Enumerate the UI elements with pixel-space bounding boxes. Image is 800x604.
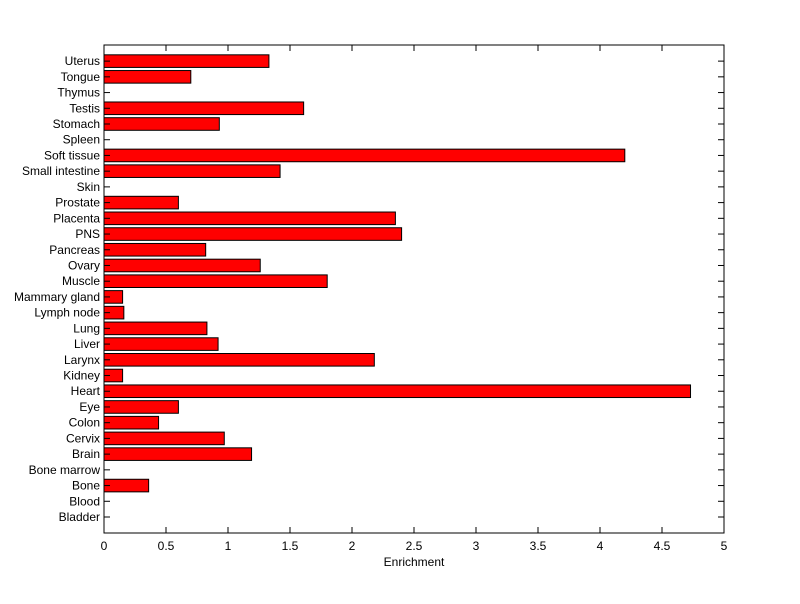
y-tick-label-thymus: Thymus: [57, 86, 100, 100]
y-tick-label-brain: Brain: [72, 447, 100, 461]
x-tick-label-4: 2: [349, 539, 356, 553]
y-tick-label-bone-marrow: Bone marrow: [29, 463, 101, 477]
y-tick-label-blood: Blood: [69, 494, 100, 508]
y-tick-label-liver: Liver: [74, 337, 100, 351]
bar-pancreas: [103, 242, 207, 257]
bar-brain: [103, 447, 253, 461]
x-tick-label-8: 4: [597, 539, 604, 553]
y-tick-label-bladder: Bladder: [59, 510, 100, 524]
y-tick-label-pns: PNS: [75, 227, 100, 241]
y-tick-label-larynx: Larynx: [64, 353, 100, 367]
bar-heart: [103, 384, 692, 399]
bar-liver: [103, 337, 219, 351]
bar-small-intestine: [103, 164, 281, 178]
x-tick-label-1: 0.5: [158, 539, 175, 553]
y-tick-label-tongue: Tongue: [61, 70, 101, 84]
bar-testis: [103, 101, 305, 116]
y-tick-label-stomach: Stomach: [53, 117, 100, 131]
y-tick-label-small-intestine: Small intestine: [22, 164, 100, 178]
x-tick-label-7: 3.5: [530, 539, 547, 553]
bar-colon: [103, 415, 160, 430]
y-tick-label-prostate: Prostate: [55, 196, 100, 210]
bar-pns: [103, 227, 403, 241]
bar-cervix: [103, 431, 225, 446]
x-tick-label-0: 0: [101, 539, 108, 553]
bar-eye: [103, 400, 179, 414]
y-tick-label-spleen: Spleen: [63, 133, 100, 147]
y-tick-label-kidney: Kidney: [63, 369, 100, 383]
x-tick-label-6: 3: [473, 539, 480, 553]
y-tick-label-bone: Bone: [72, 479, 100, 493]
y-tick-label-colon: Colon: [69, 416, 100, 430]
y-tick-label-lymph-node: Lymph node: [34, 306, 100, 320]
y-tick-label-testis: Testis: [69, 101, 100, 115]
bar-stomach: [103, 117, 220, 131]
y-tick-label-mammary-gland: Mammary gland: [14, 290, 100, 304]
bar-soft-tissue: [103, 148, 626, 163]
plot-area-frame: [103, 44, 725, 534]
bar-ovary: [103, 258, 261, 273]
bar-prostate: [103, 195, 179, 210]
y-tick-label-lung: Lung: [73, 321, 100, 335]
y-tick-label-eye: Eye: [79, 400, 100, 414]
y-tick-label-uterus: Uterus: [65, 54, 100, 68]
y-tick-label-pancreas: Pancreas: [49, 243, 100, 257]
bar-lung: [103, 321, 208, 336]
x-tick-label-3: 1.5: [282, 539, 299, 553]
bar-muscle: [103, 274, 328, 288]
x-tick-label-10: 5: [721, 539, 728, 553]
bar-bone: [103, 478, 150, 493]
y-tick-label-cervix: Cervix: [66, 431, 100, 445]
x-tick-label-5: 2.5: [406, 539, 423, 553]
bar-tongue: [103, 70, 192, 84]
y-tick-label-ovary: Ovary: [68, 258, 100, 272]
bar-larynx: [103, 353, 375, 367]
bar-placenta: [103, 211, 396, 226]
y-tick-label-heart: Heart: [71, 384, 101, 398]
bar-uterus: [103, 54, 270, 68]
y-tick-label-soft-tissue: Soft tissue: [44, 148, 100, 162]
y-tick-label-muscle: Muscle: [62, 274, 100, 288]
y-tick-label-skin: Skin: [77, 180, 100, 194]
x-tick-label-2: 1: [225, 539, 232, 553]
x-axis-title: Enrichment: [384, 555, 445, 569]
x-tick-label-9: 4.5: [654, 539, 671, 553]
bars-layer: [103, 54, 692, 493]
y-tick-label-placenta: Placenta: [53, 211, 100, 225]
